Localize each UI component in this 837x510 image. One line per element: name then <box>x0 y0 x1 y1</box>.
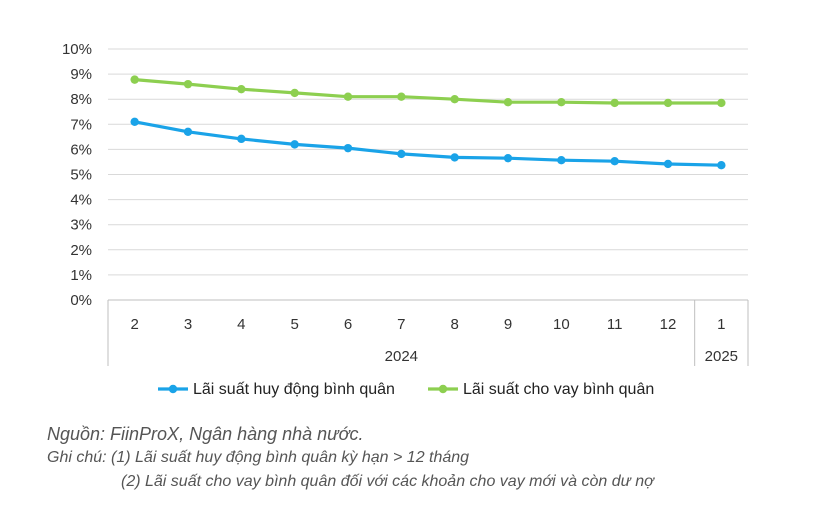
x-tick-label: 8 <box>450 316 458 333</box>
y-tick-label: 2% <box>70 242 92 259</box>
x-tick-label: 9 <box>504 316 512 333</box>
legend-label: Lãi suất huy động bình quân <box>193 381 395 398</box>
series-lines <box>134 78 722 167</box>
x-tick-label: 7 <box>397 316 405 333</box>
data-point <box>503 153 513 163</box>
data-point <box>290 140 299 149</box>
x-tick-label: 12 <box>660 316 677 333</box>
legend: Lãi suất huy động bình quân Lãi suất cho … <box>158 381 654 398</box>
data-point <box>183 127 193 137</box>
series-line-1 <box>134 120 722 167</box>
y-axis-labels: 0% 1% 2% 3% 4% 5% 6% 7% 8% 9% 10% <box>62 41 92 309</box>
data-point <box>557 155 566 165</box>
x-group-label: 2024 <box>385 348 418 365</box>
data-point <box>130 75 139 84</box>
x-tick-label: 5 <box>290 316 298 333</box>
legend-swatch-marker <box>168 384 178 394</box>
x-group-label: 2025 <box>705 348 738 365</box>
note-1: Ghi chú: (1) Lãi suất huy động bình quân… <box>47 449 470 466</box>
data-point <box>557 98 566 107</box>
x-tick-label: 6 <box>344 316 352 333</box>
y-tick-label: 6% <box>70 141 92 158</box>
x-tick-label: 4 <box>237 316 245 333</box>
x-tick-label: 3 <box>184 316 192 333</box>
data-point <box>237 134 246 144</box>
x-axis: 2 3 4 5 6 7 8 9 10 11 12 1 2024 2025 <box>107 300 749 366</box>
data-point <box>343 92 353 101</box>
data-point <box>717 161 726 170</box>
data-point <box>503 98 513 107</box>
series-line-2 <box>134 78 722 105</box>
data-point <box>663 98 673 108</box>
y-tick-label: 5% <box>70 167 92 184</box>
data-point <box>183 79 193 89</box>
y-tick-label: 1% <box>70 267 92 284</box>
data-point <box>343 143 353 153</box>
data-point <box>610 98 619 108</box>
legend-swatch-marker <box>438 384 448 394</box>
data-point <box>663 159 673 169</box>
y-tick-label: 0% <box>70 292 92 309</box>
data-point <box>450 153 459 162</box>
y-tick-label: 9% <box>70 66 92 83</box>
line-chart: 0%1%2%3%4%5%6%7%8%9%10% 2 3 4 5 6 7 8 9 10 11 12 12… <box>62 41 749 398</box>
data-point <box>397 149 406 159</box>
data-point <box>290 88 299 98</box>
x-tick-label: 2 <box>130 316 138 333</box>
data-point <box>717 98 726 108</box>
series-markers <box>130 75 726 170</box>
data-point <box>450 95 459 104</box>
y-tick-label: 3% <box>70 217 92 234</box>
y-tick-label: 8% <box>70 91 92 108</box>
data-point <box>610 156 619 166</box>
x-tick-label: 10 <box>553 316 570 333</box>
source-note: Nguồn: FiinProX, Ngân hàng nhà nước. <box>47 424 364 444</box>
data-point <box>397 92 406 101</box>
data-point <box>130 117 139 126</box>
data-point <box>237 84 246 94</box>
chart-notes: Nguồn: FiinProX, Ngân hàng nhà nước. Ghi… <box>47 422 654 494</box>
x-tick-label: 11 <box>607 316 623 333</box>
y-tick-label: 10% <box>62 41 92 58</box>
legend-label: Lãi suất cho vay bình quân <box>463 381 654 398</box>
note-2: (2) Lãi suất cho vay bình quân đối với c… <box>121 473 654 490</box>
y-tick-label: 7% <box>70 116 92 133</box>
y-tick-label: 4% <box>70 192 92 209</box>
x-tick-label: 1 <box>717 316 725 333</box>
